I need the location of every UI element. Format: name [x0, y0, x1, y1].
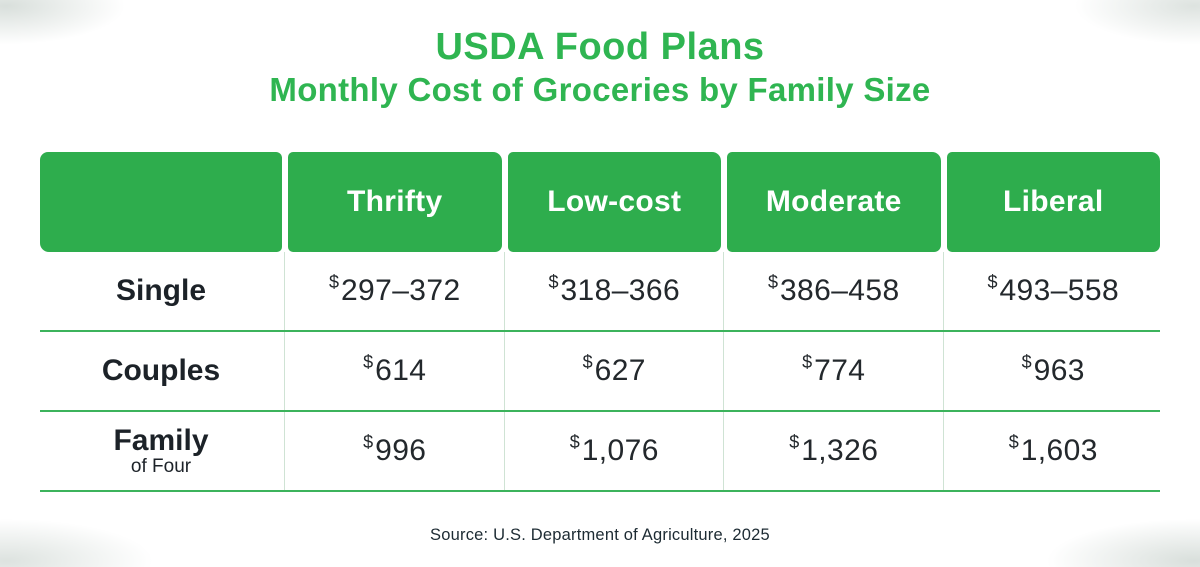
table-row: Couples $614 $627 $774 $963: [40, 332, 1160, 412]
value-cell: $1,326: [723, 412, 941, 490]
amount-text: 627: [594, 354, 646, 387]
currency-symbol: $: [582, 351, 593, 372]
page-subtitle: Monthly Cost of Groceries by Family Size: [269, 71, 931, 108]
table-row: Family of Four $996 $1,076 $1,326 $1,603: [40, 412, 1160, 492]
amount-text: 1,603: [1020, 434, 1098, 467]
value-cell: $774: [723, 332, 941, 410]
currency-symbol: $: [363, 431, 374, 452]
column-header-low-cost: Low-cost: [507, 152, 721, 252]
currency-symbol: $: [802, 351, 813, 372]
amount-text: 774: [814, 354, 866, 387]
row-label-text: Family: [113, 424, 209, 458]
column-header-liberal: Liberal: [946, 152, 1160, 252]
amount-text: 297–372: [340, 274, 461, 307]
row-label: Single: [40, 275, 282, 307]
value-cell: $318–366: [503, 252, 722, 330]
row-label-text: Single: [115, 274, 206, 308]
amount-text: 386–458: [779, 274, 900, 307]
table-row: Single $297–372 $318–366 $386–458 $493–558: [40, 252, 1160, 332]
currency-symbol: $: [328, 271, 339, 292]
amount-text: 996: [375, 434, 427, 467]
currency-symbol: $: [789, 431, 800, 452]
row-sublabel-text: of Four: [130, 455, 192, 477]
column-header-moderate: Moderate: [727, 152, 941, 252]
value-cell: $963: [942, 332, 1161, 410]
table-body: Single $297–372 $318–366 $386–458 $493–558 Co…: [40, 252, 1160, 492]
row-label-text: Couples: [101, 354, 221, 388]
currency-symbol: $: [569, 431, 580, 452]
value-cell: $1,076: [503, 412, 722, 490]
row-label: Family of Four: [40, 425, 282, 476]
amount-text: 1,326: [801, 434, 879, 467]
source-note: Source: U.S. Department of Agriculture, …: [430, 526, 770, 544]
title-block: USDA Food Plans Monthly Cost of Grocerie…: [0, 26, 1200, 109]
currency-symbol: $: [987, 271, 998, 292]
row-label: Couples: [40, 355, 282, 387]
value-cell: $996: [284, 412, 502, 490]
value-cell: $493–558: [942, 252, 1161, 330]
amount-text: 1,076: [581, 434, 659, 467]
value-cell: $1,603: [942, 412, 1161, 490]
column-header-thrifty: Thrifty: [288, 152, 502, 252]
currency-symbol: $: [548, 271, 559, 292]
value-cell: $627: [503, 332, 722, 410]
amount-text: 614: [375, 354, 427, 387]
currency-symbol: $: [767, 271, 778, 292]
value-cell: $386–458: [723, 252, 941, 330]
header-corner-cell: [40, 152, 282, 252]
value-cell: $614: [284, 332, 502, 410]
amount-text: 318–366: [560, 274, 681, 307]
food-plans-table: Thrifty Low-cost Moderate Liberal Single…: [40, 152, 1160, 492]
amount-text: 963: [1033, 354, 1085, 387]
currency-symbol: $: [1008, 431, 1019, 452]
currency-symbol: $: [363, 351, 374, 372]
amount-text: 493–558: [999, 274, 1120, 307]
page-title: USDA Food Plans: [435, 26, 765, 68]
currency-symbol: $: [1021, 351, 1032, 372]
value-cell: $297–372: [284, 252, 502, 330]
table-header-row: Thrifty Low-cost Moderate Liberal: [40, 152, 1160, 252]
